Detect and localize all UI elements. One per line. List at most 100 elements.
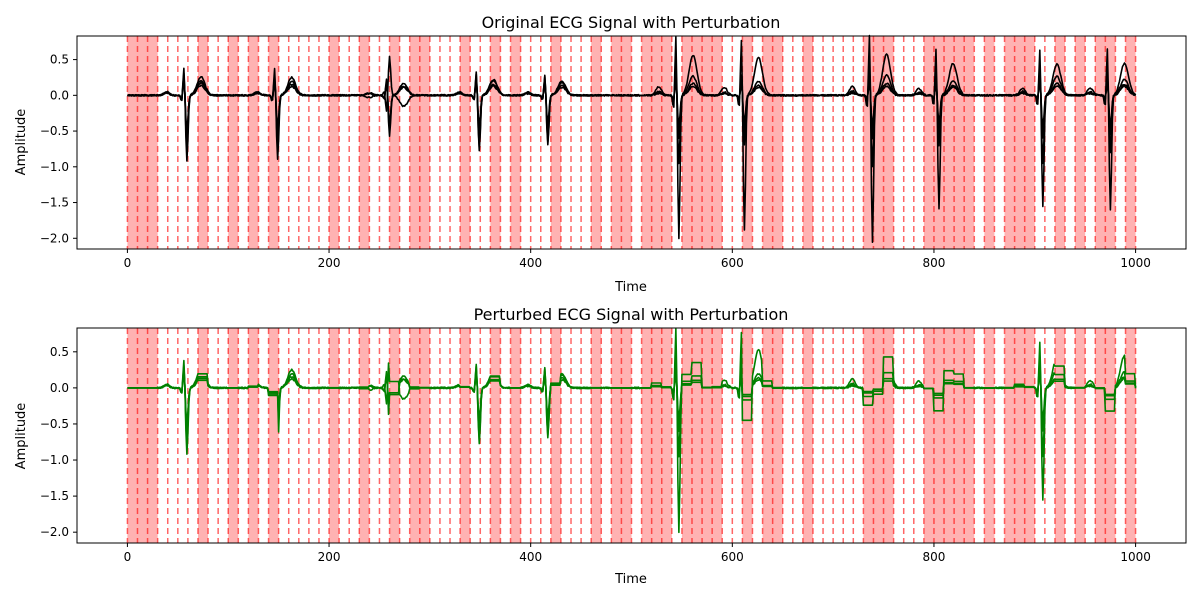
perturbation-region — [359, 328, 370, 543]
y-tick-label: 0.0 — [50, 381, 69, 395]
perturbation-region — [127, 328, 138, 543]
subplot-original-ylabel: Amplitude — [14, 109, 29, 176]
subplot-perturbed-lines — [127, 328, 1137, 534]
perturbation-region — [127, 36, 138, 249]
perturbation-region — [1105, 328, 1116, 543]
perturbation-region — [883, 36, 894, 249]
subplot-perturbed-title: Perturbed ECG Signal with Perturbation — [474, 305, 789, 324]
y-tick-label: 0.0 — [50, 88, 69, 102]
perturbation-region — [863, 328, 874, 543]
perturbation-region — [228, 36, 239, 249]
y-tick-label: −2.0 — [40, 525, 69, 539]
ecg-series-line — [127, 79, 1136, 132]
perturbation-region — [883, 328, 894, 543]
subplot-perturbed-yticks: −2.0 −1.5 −1.0 −0.5 0.0 0.5 — [40, 345, 77, 539]
perturbation-region — [1014, 328, 1025, 543]
perturbation-region — [681, 36, 692, 249]
subplot-perturbed-xticks: 0 200 400 600 800 1000 — [124, 543, 1151, 564]
perturbation-region — [641, 36, 652, 249]
subplot-perturbed-boundaries — [126, 328, 1137, 543]
x-tick-label: 0 — [124, 550, 132, 564]
perturbation-region — [742, 36, 753, 249]
y-tick-label: −0.5 — [40, 124, 69, 138]
y-tick-label: −2.0 — [40, 231, 69, 245]
perturbation-region — [702, 328, 713, 543]
ecg-series-line — [127, 372, 1137, 425]
x-tick-label: 800 — [923, 550, 946, 564]
perturbation-region — [490, 328, 501, 543]
perturbation-region — [409, 36, 420, 249]
perturbation-region — [944, 36, 955, 249]
perturbation-region — [802, 328, 813, 543]
perturbation-region — [591, 36, 602, 249]
perturbation-region — [641, 328, 652, 543]
perturbation-region — [197, 328, 209, 543]
perturbation-region — [1125, 36, 1136, 249]
perturbation-region — [1004, 328, 1015, 543]
perturbation-region — [268, 36, 279, 249]
perturbation-region — [964, 36, 975, 249]
perturbation-region — [681, 328, 692, 543]
perturbation-region — [329, 328, 340, 543]
perturbation-region — [984, 36, 995, 249]
perturbation-region — [651, 36, 662, 249]
y-tick-label: −0.5 — [40, 417, 69, 431]
perturbation-region — [702, 36, 713, 249]
perturbation-region — [419, 36, 430, 249]
x-tick-label: 200 — [318, 256, 341, 270]
perturbation-region — [1095, 328, 1106, 543]
perturbation-region — [1054, 36, 1066, 249]
x-tick-label: 0 — [124, 256, 132, 270]
perturbation-region — [661, 36, 672, 249]
perturbation-region — [802, 36, 813, 249]
perturbation-region — [248, 36, 259, 249]
perturbation-region — [712, 328, 723, 543]
perturbation-region — [691, 328, 703, 543]
perturbation-region — [762, 328, 773, 543]
subplot-original-frame — [76, 35, 1187, 250]
perturbation-region — [1075, 36, 1086, 249]
perturbation-region — [863, 36, 874, 249]
perturbation-region — [248, 328, 259, 543]
x-tick-label: 200 — [318, 550, 341, 564]
x-tick-label: 400 — [519, 256, 542, 270]
subplot-perturbed-shading — [127, 328, 1136, 543]
perturbation-region — [1075, 328, 1086, 543]
perturbation-region — [923, 328, 934, 543]
perturbation-region — [1024, 328, 1035, 543]
x-tick-label: 800 — [923, 256, 946, 270]
perturbation-region — [964, 328, 975, 543]
perturbation-region — [651, 328, 662, 543]
subplot-perturbed-frame — [76, 327, 1187, 544]
subplot-original-yticks: −2.0 −1.5 −1.0 −0.5 0.0 0.5 — [40, 53, 77, 245]
subplot-original-shading — [127, 36, 1136, 249]
perturbation-region — [611, 328, 622, 543]
perturbation-region — [944, 328, 955, 543]
perturbation-region — [591, 328, 602, 543]
perturbation-region — [873, 36, 884, 249]
perturbation-region — [611, 36, 622, 249]
y-tick-label: −1.0 — [40, 160, 69, 174]
perturbation-region — [1054, 328, 1066, 543]
perturbation-region — [762, 36, 773, 249]
subplot-perturbed: Perturbed ECG Signal with Perturbation 0… — [14, 305, 1187, 587]
x-tick-label: 1000 — [1120, 550, 1151, 564]
x-tick-label: 400 — [519, 550, 542, 564]
subplot-original-boundaries — [126, 36, 1137, 249]
perturbation-region — [147, 36, 158, 249]
perturbation-region — [772, 328, 783, 543]
y-tick-label: −1.5 — [40, 489, 69, 503]
y-tick-label: 0.5 — [50, 53, 69, 67]
perturbation-region — [712, 36, 723, 249]
perturbation-region — [772, 36, 783, 249]
perturbation-region — [1024, 36, 1035, 249]
perturbation-region — [550, 328, 561, 543]
perturbation-region — [359, 36, 370, 249]
perturbation-region — [268, 328, 279, 543]
perturbation-region — [1014, 36, 1025, 249]
perturbation-region — [510, 36, 521, 249]
perturbation-region — [984, 328, 995, 543]
perturbation-region — [389, 328, 400, 543]
perturbation-region — [419, 328, 430, 543]
